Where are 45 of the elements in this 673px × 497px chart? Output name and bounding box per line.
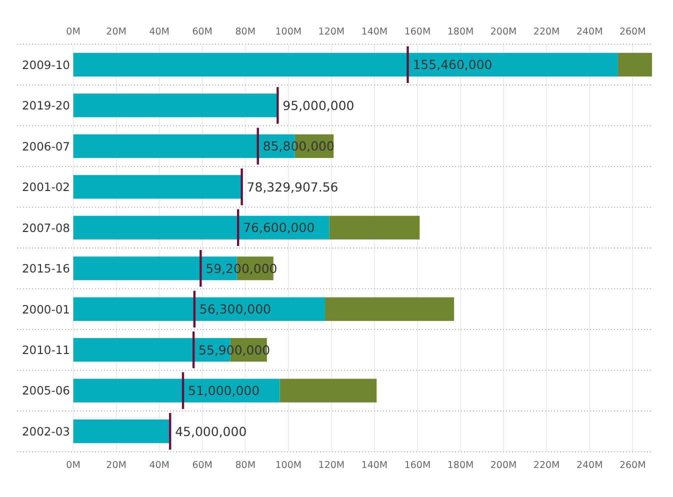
x-tick-label: 80M (235, 26, 256, 38)
x2-tick-label: 240M (576, 460, 603, 472)
x-tick-label: 60M (192, 26, 213, 38)
y-tick-label: 2015-16 (22, 262, 70, 276)
y-tick-label: 2000-01 (22, 302, 70, 316)
x2-tick-label: 120M (318, 460, 345, 472)
x-tick-label: 0M (66, 26, 80, 38)
ref-line-label: 78,329,907.56 (246, 179, 338, 194)
x2-tick-label: 60M (192, 460, 213, 472)
y-tick-label: 2006-07 (22, 139, 70, 154)
x2-tick-label: 260M (619, 460, 646, 472)
ref-line-label: 76,600,000 (243, 220, 315, 236)
y-tick-label: 2009-10 (22, 58, 70, 72)
x2-tick-label: 40M (149, 460, 170, 472)
x2-tick-label: 20M (106, 460, 126, 472)
x-tick-label: 140M (361, 26, 388, 38)
x-tick-label: 200M (490, 26, 517, 38)
ref-line-label: 155,460,000 (412, 57, 492, 72)
x-tick-label: 240M (576, 26, 603, 38)
ref-line-label: 45,000,000 (175, 424, 247, 439)
ref-line-label: 56,300,000 (199, 302, 272, 317)
y-tick-label: 2001-02 (22, 180, 70, 194)
x2-tick-label: 100M (275, 460, 302, 472)
x2-tick-label: 180M (447, 460, 474, 472)
ref-line-label: 51,000,000 (188, 383, 260, 398)
x-tick-label: 160M (404, 26, 431, 38)
x2-tick-label: 140M (361, 460, 388, 472)
x2-tick-label: 200M (490, 460, 517, 472)
x2-tick-label: 220M (533, 460, 560, 472)
x-tick-label: 20M (106, 26, 126, 38)
x-tick-label: 100M (275, 26, 302, 38)
x-tick-label: 120M (318, 26, 345, 38)
ref-line-label: 95,000,000 (282, 98, 354, 113)
y-tick-label: 2005-06 (22, 384, 70, 398)
x2-tick-label: 0M (66, 460, 80, 472)
x2-tick-label: 80M (235, 460, 256, 472)
y-tick-label: 2007-08 (22, 220, 70, 235)
y-tick-label: 2010-11 (22, 342, 70, 357)
x-tick-label: 180M (447, 26, 474, 38)
x-tick-label: 40M (149, 26, 170, 38)
y-tick-label: 2019-20 (22, 98, 70, 113)
x2-tick-label: 160M (404, 460, 431, 472)
x-tick-label: 260M (619, 26, 646, 38)
y-tick-label: 2002-03 (22, 424, 70, 438)
x-tick-label: 220M (533, 26, 560, 38)
